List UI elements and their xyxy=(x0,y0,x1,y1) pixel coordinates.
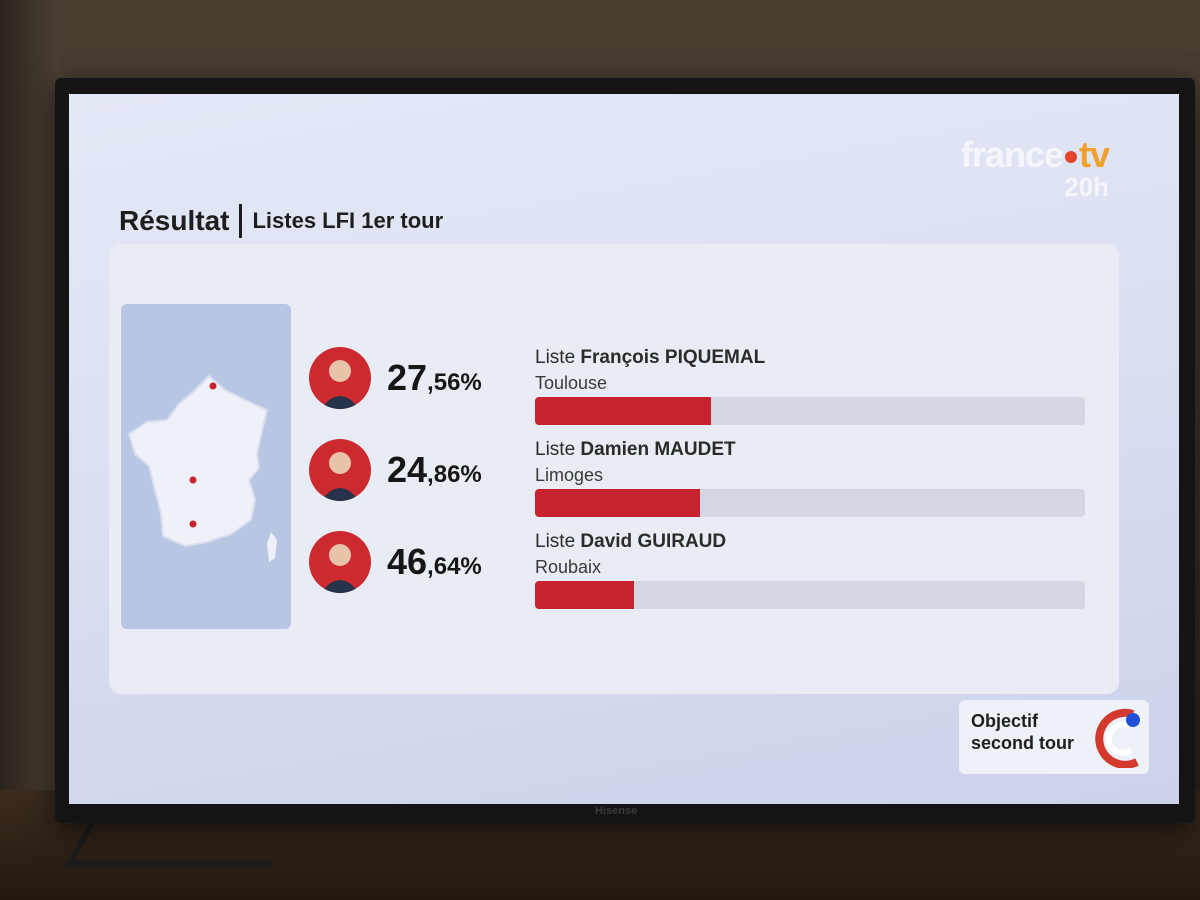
list-name: Liste Damien MAUDET xyxy=(535,439,736,460)
objectif-badge: Objectif second tour xyxy=(959,700,1149,774)
objectif-line1: Objectif xyxy=(971,711,1039,731)
edition-label: 20h xyxy=(1064,172,1109,202)
limoges-marker xyxy=(189,476,197,484)
page-subtitle: Listes LFI 1er tour xyxy=(252,208,444,233)
result-bar xyxy=(535,581,1085,609)
city-label: Roubaix xyxy=(535,557,602,577)
wall xyxy=(0,0,60,900)
logo-suffix: tv xyxy=(1078,134,1110,175)
candidate-avatar xyxy=(309,439,371,501)
result-row: 27,56% Liste François PIQUEMAL Toulouse xyxy=(299,347,1099,427)
tv-brand-label: Hisense xyxy=(595,805,638,817)
page-title: Résultat xyxy=(119,205,230,236)
candidate-avatar xyxy=(309,531,371,593)
result-bar-fill xyxy=(535,581,634,609)
title-separator xyxy=(239,204,243,238)
tv-screen: france tv 20h Résultat Listes LFI 1er tou… xyxy=(69,94,1179,804)
tv-frame: france tv 20h Résultat Listes LFI 1er tou… xyxy=(55,78,1195,823)
results-panel: 27,56% Liste François PIQUEMAL Toulouse … xyxy=(109,244,1119,694)
result-percentage: 24,86% xyxy=(387,449,482,490)
city-label: Toulouse xyxy=(535,373,608,393)
result-bar-fill xyxy=(535,397,711,425)
broadcaster-logo: france tv 20h xyxy=(960,134,1110,203)
logo-text: france xyxy=(960,134,1064,175)
result-bar xyxy=(535,397,1085,425)
candidate-avatar xyxy=(309,347,371,409)
list-name: Liste François PIQUEMAL xyxy=(535,347,766,368)
result-percentage: 27,56% xyxy=(387,357,482,398)
result-bar-fill xyxy=(535,489,700,517)
list-name: Liste David GUIRAUD xyxy=(535,531,727,552)
results-header: Résultat Listes LFI 1er tour xyxy=(119,204,443,238)
logo-dot-icon xyxy=(1064,151,1077,163)
objectif-line2: second tour xyxy=(971,733,1075,753)
roubaix-marker xyxy=(209,382,217,390)
target-logo-icon xyxy=(1095,708,1140,768)
france-map xyxy=(121,304,291,629)
result-row: 46,64% Liste David GUIRAUD Roubaix xyxy=(299,531,1099,611)
france-map-icon xyxy=(127,374,277,562)
result-bar xyxy=(535,489,1085,517)
city-label: Limoges xyxy=(535,465,604,485)
result-percentage: 46,64% xyxy=(387,541,482,582)
result-row: 24,86% Liste Damien MAUDET Limoges xyxy=(299,439,1099,519)
toulouse-marker xyxy=(189,520,197,528)
